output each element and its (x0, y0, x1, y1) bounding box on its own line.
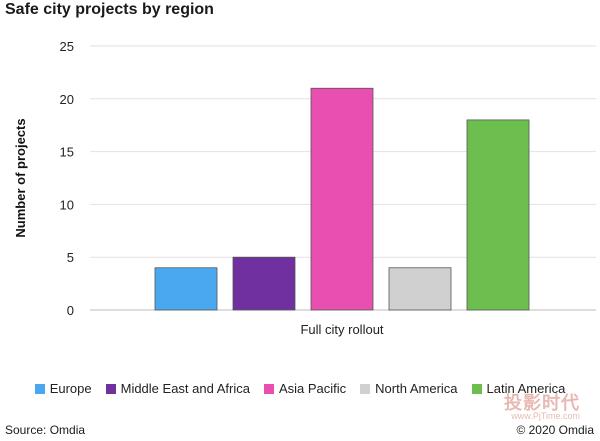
legend: Europe Middle East and Africa Asia Pacific… (0, 381, 600, 396)
y-tick-label: 25 (60, 39, 74, 54)
y-tick-label: 10 (60, 197, 74, 212)
source-note: Source: Omdia (5, 423, 86, 437)
bars (154, 87, 530, 311)
legend-label: North America (375, 381, 458, 396)
legend-label: Latin America (486, 381, 566, 396)
category-labels: Full city rollout (300, 322, 383, 337)
watermark-main: 投影时代 (504, 393, 580, 413)
watermark-sub: www.PjTime.com (511, 411, 580, 421)
bar-asia-pacific (310, 87, 374, 311)
legend-item: Asia Pacific (263, 381, 347, 396)
x-category-label: Full city rollout (300, 322, 383, 337)
chart-title: Safe city projects by region (5, 1, 214, 18)
y-tick-label: 0 (67, 303, 74, 318)
bar-europe (154, 267, 218, 311)
legend-swatch (105, 383, 116, 394)
copyright-note: © 2020 Omdia (516, 423, 594, 437)
legend-swatch (360, 383, 371, 394)
y-tick-label: 15 (60, 145, 74, 160)
y-axis-title: Number of projects (13, 118, 28, 237)
bar-middle-east-and-africa (232, 256, 296, 311)
legend-label: Middle East and Africa (120, 381, 250, 396)
legend-item: Middle East and Africa (105, 381, 250, 396)
legend-label: Europe (49, 381, 92, 396)
y-tick-labels: 0 5 10 15 20 25 (60, 39, 74, 318)
legend-swatch (471, 383, 482, 394)
legend-swatch (263, 383, 274, 394)
legend-swatch (34, 383, 45, 394)
legend-label: Asia Pacific (278, 381, 347, 396)
bar-chart: 0 5 10 15 20 25 Full city rollout Number of p… (13, 39, 596, 337)
bar-north-america (388, 267, 452, 311)
bar-latin-america (466, 119, 530, 311)
legend-item: Latin America (471, 381, 566, 396)
legend-item: North America (360, 381, 458, 396)
watermark: 投影时代 www.PjTime.com (504, 394, 580, 421)
y-tick-label: 20 (60, 92, 74, 107)
legend-item: Europe (34, 381, 92, 396)
y-tick-label: 5 (67, 250, 74, 265)
